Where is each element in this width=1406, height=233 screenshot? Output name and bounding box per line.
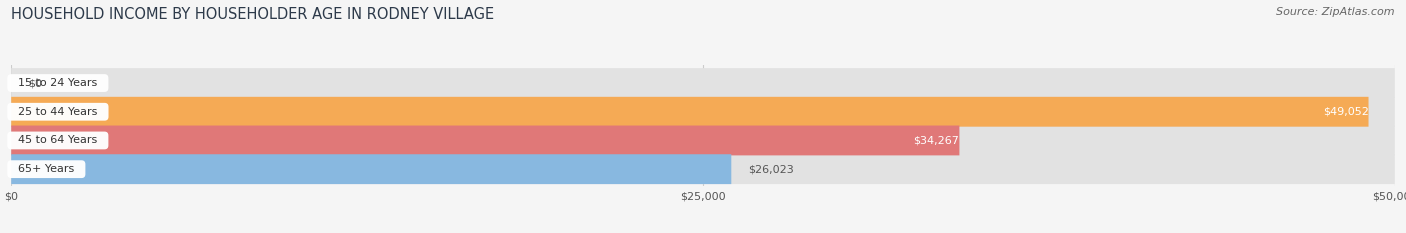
FancyBboxPatch shape <box>11 154 1395 184</box>
Text: Source: ZipAtlas.com: Source: ZipAtlas.com <box>1277 7 1395 17</box>
Text: 45 to 64 Years: 45 to 64 Years <box>11 135 104 145</box>
FancyBboxPatch shape <box>11 126 959 155</box>
Text: $0: $0 <box>28 78 42 88</box>
Text: 15 to 24 Years: 15 to 24 Years <box>11 78 104 88</box>
Text: $34,267: $34,267 <box>914 135 959 145</box>
FancyBboxPatch shape <box>11 97 1395 127</box>
Text: $26,023: $26,023 <box>748 164 793 174</box>
Text: 25 to 44 Years: 25 to 44 Years <box>11 107 104 117</box>
Text: HOUSEHOLD INCOME BY HOUSEHOLDER AGE IN RODNEY VILLAGE: HOUSEHOLD INCOME BY HOUSEHOLDER AGE IN R… <box>11 7 495 22</box>
Text: $49,052: $49,052 <box>1323 107 1368 117</box>
Text: 65+ Years: 65+ Years <box>11 164 82 174</box>
FancyBboxPatch shape <box>11 68 1395 98</box>
FancyBboxPatch shape <box>11 97 1368 127</box>
FancyBboxPatch shape <box>11 154 731 184</box>
FancyBboxPatch shape <box>11 126 1395 155</box>
